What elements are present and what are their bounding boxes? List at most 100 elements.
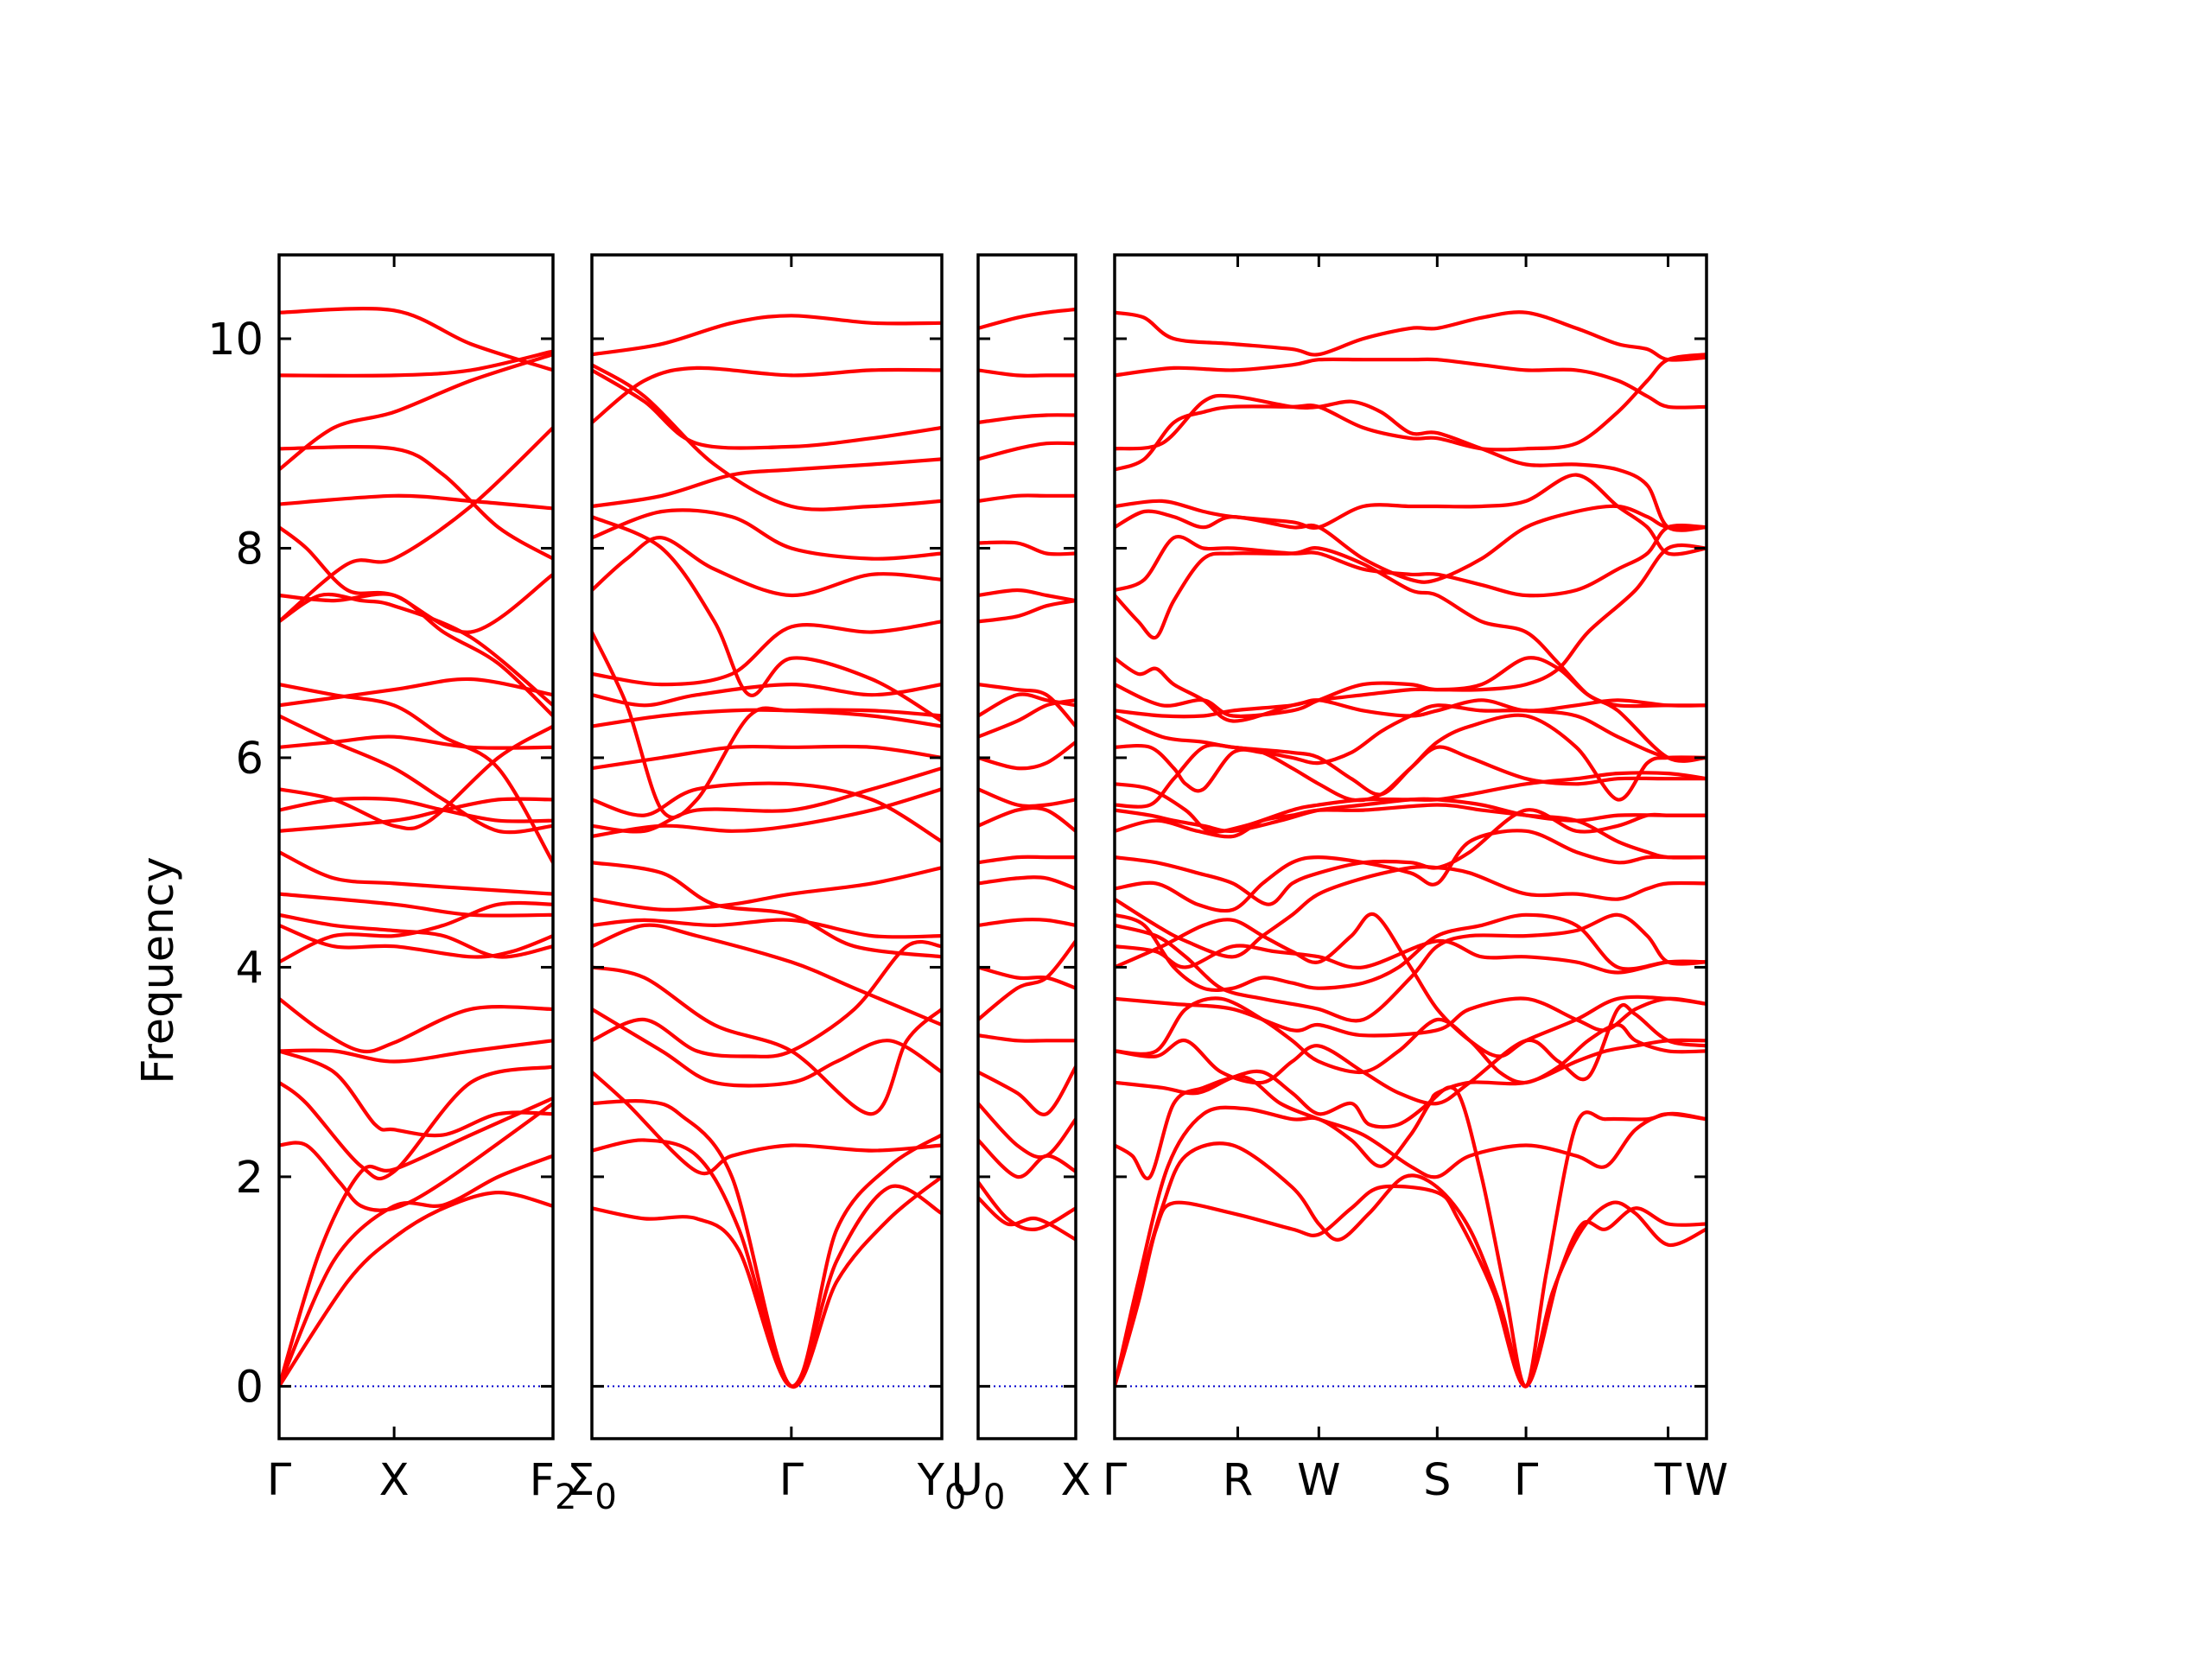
band-line-3 — [279, 1096, 553, 1389]
panel-frame — [1113, 253, 1708, 1440]
band-line-24 — [1115, 543, 1707, 723]
band-line-12 — [592, 766, 942, 834]
band-line-27 — [1115, 504, 1707, 584]
band-line-28 — [1115, 473, 1707, 556]
band-line-10 — [978, 875, 1076, 891]
band-line-7 — [978, 939, 1076, 1022]
y-tick-label: 0 — [236, 1362, 264, 1413]
band-line-9 — [1115, 912, 1707, 1058]
band-line-17 — [978, 683, 1076, 728]
band-line-4 — [279, 1101, 553, 1212]
band-line-22 — [978, 441, 1076, 461]
band-line-24 — [279, 493, 553, 511]
band-line-21 — [279, 592, 553, 708]
band-line-29 — [1115, 353, 1707, 472]
band-line-27 — [279, 425, 553, 624]
x-tick-label: W — [1685, 1455, 1728, 1506]
band-line-18 — [279, 714, 553, 835]
band-line-16 — [1115, 803, 1707, 860]
y-tick-label: 8 — [236, 524, 264, 575]
x-tick-label: Γ — [1103, 1455, 1128, 1506]
band-line-17 — [592, 630, 942, 820]
band-line-13 — [1115, 865, 1707, 959]
band-line-25 — [592, 620, 942, 687]
x-tick-label: Γ — [267, 1455, 292, 1506]
band-line-9 — [592, 918, 942, 939]
band-line-32 — [1115, 310, 1707, 362]
band-line-7 — [592, 965, 942, 1116]
band-line-6 — [978, 1033, 1076, 1043]
band-line-12 — [1115, 912, 1707, 993]
band-line-6 — [279, 1049, 553, 1138]
band-line-23 — [279, 525, 553, 634]
band-line-26 — [279, 445, 553, 561]
x-tick-label: S — [1423, 1455, 1451, 1506]
y-tick-label: 4 — [236, 943, 264, 994]
band-line-12 — [279, 892, 553, 918]
band-line-11 — [978, 855, 1076, 865]
band-line-24 — [978, 368, 1076, 378]
band-line-20 — [279, 683, 553, 865]
x-tick-label: Γ — [1514, 1455, 1539, 1506]
band-line-13 — [279, 850, 553, 896]
band-line-13 — [978, 787, 1076, 809]
band-line-10 — [1115, 938, 1707, 975]
band-line-11 — [592, 861, 942, 959]
panel-frame — [590, 253, 944, 1440]
band-line-21 — [592, 365, 942, 425]
x-tick-label: W — [1297, 1455, 1340, 1506]
band-line-23 — [978, 413, 1076, 425]
x-tick-label: X — [1061, 1455, 1091, 1506]
band-line-25 — [1115, 546, 1707, 763]
band-line-2 — [1115, 1141, 1707, 1389]
band-line-5 — [592, 1007, 942, 1088]
band-line-13 — [592, 781, 942, 843]
band-line-15 — [1115, 808, 1707, 906]
band-line-3 — [978, 1138, 1076, 1179]
x-tick-label: Γ — [779, 1455, 804, 1506]
band-line-19 — [279, 677, 553, 708]
band-line-8 — [978, 965, 1076, 990]
band-line-21 — [978, 493, 1076, 503]
band-line-1 — [1115, 1184, 1707, 1389]
panel-2: Σ0 Γ Y0 — [567, 253, 966, 1517]
band-line-10 — [279, 923, 553, 959]
band-line-14 — [1115, 829, 1707, 913]
x-tick-label: X — [379, 1455, 410, 1506]
panel-frame — [976, 253, 1077, 1440]
band-line-26 — [592, 787, 942, 838]
panel-1: Γ X F2 0 2 4 6 8 10 — [207, 253, 577, 1517]
band-line-9 — [978, 918, 1076, 927]
panel-3: U0 X — [951, 253, 1091, 1517]
x-tick-label: Σ0 — [567, 1455, 617, 1517]
band-line-8 — [592, 923, 942, 1027]
band-line-4 — [978, 1101, 1076, 1160]
band-line-29 — [279, 307, 553, 372]
band-line-30 — [1115, 393, 1707, 532]
band-line-25 — [978, 307, 1076, 330]
band-line-12 — [978, 805, 1076, 833]
x-tick-label: U0 — [951, 1455, 1006, 1517]
bands — [1115, 310, 1707, 1389]
band-line-5 — [978, 1065, 1076, 1116]
band-line-15 — [279, 796, 553, 823]
band-line-5 — [279, 1065, 553, 1181]
band-line-27 — [592, 457, 942, 509]
y-tick-label: 6 — [236, 734, 264, 785]
y-tick-label: 2 — [236, 1153, 264, 1204]
band-line-24 — [592, 368, 942, 450]
band-line-18 — [978, 599, 1076, 624]
band-line-20 — [592, 515, 942, 723]
band-line-16 — [279, 724, 553, 830]
band-line-14 — [592, 744, 942, 771]
band-line-20 — [978, 540, 1076, 556]
band-line-22 — [592, 363, 942, 512]
band-line-3 — [592, 1099, 942, 1389]
band-line-11 — [1115, 912, 1707, 1023]
band-line-6 — [1115, 1003, 1707, 1106]
band-line-11 — [279, 912, 553, 959]
x-tick-label: F2 — [530, 1455, 577, 1517]
